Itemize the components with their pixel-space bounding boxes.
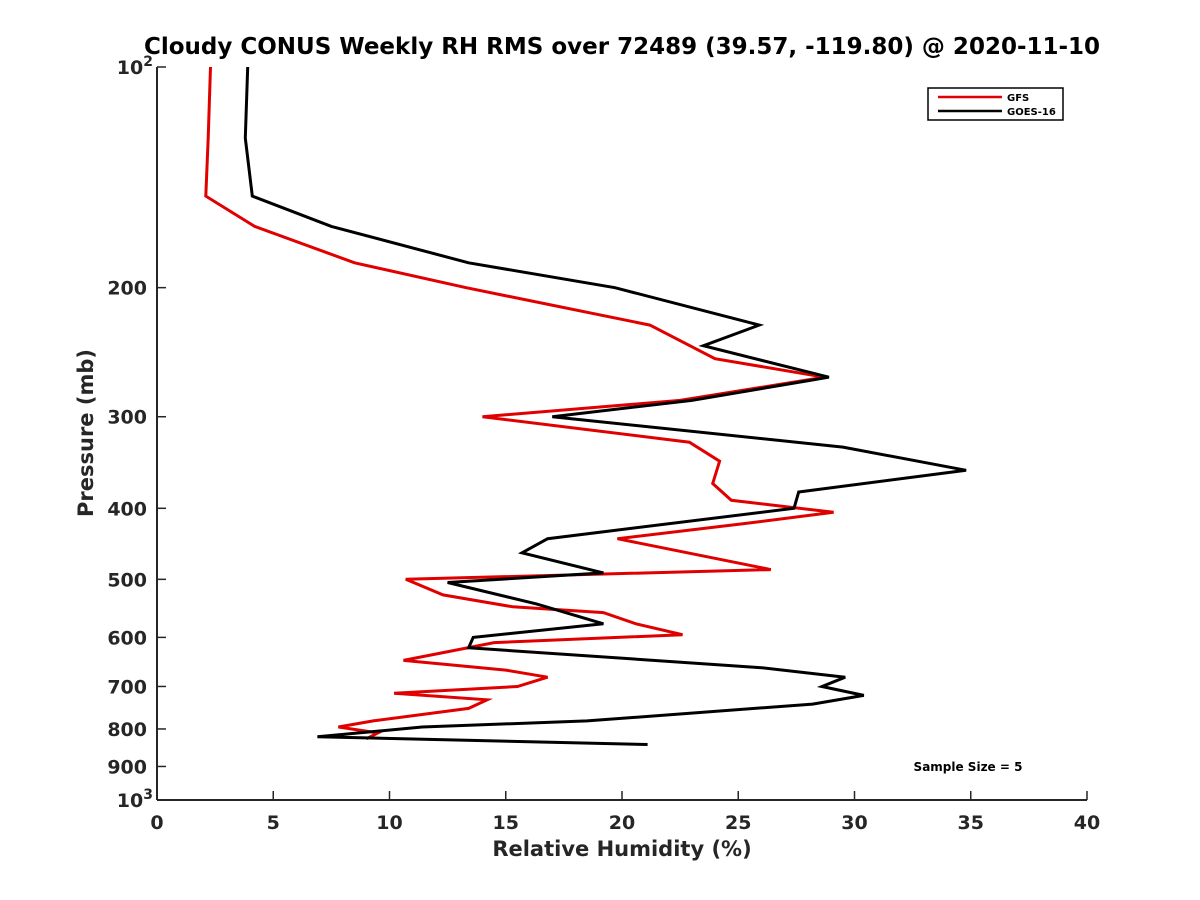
y-tick-label-900: 900 [107,756,147,778]
chart-title: Cloudy CONUS Weekly RH RMS over 72489 (3… [144,34,1100,60]
y-tick-label-200: 200 [107,278,147,300]
x-tick-group: 0 5 10 15 20 25 30 35 40 [150,791,1100,834]
y-tick-label-800: 800 [107,719,147,741]
y-tick-label-300: 300 [107,407,147,429]
legend-label-goes16: GOES-16 [1007,107,1056,118]
x-axis-label: Relative Humidity (%) [492,837,751,861]
x-tick-label-0: 0 [150,812,163,834]
x-tick-label-10: 10 [376,812,402,834]
y-tick-label-100: 102 [117,54,153,79]
y-axis-label: Pressure (mb) [74,349,98,517]
x-tick-label-35: 35 [958,812,984,834]
y-tick-label-1000: 103 [117,787,153,812]
legend: GFS GOES-16 [927,87,1064,121]
legend-box [927,87,1064,121]
x-tick-label-30: 30 [841,812,867,834]
x-tick-label-15: 15 [493,812,519,834]
series-line-goes16 [243,66,967,746]
x-tick-label-40: 40 [1074,812,1100,834]
y-tick-group: 102 200 300 400 500 600 700 800 900 103 [107,54,166,812]
legend-label-gfs: GFS [1007,93,1029,104]
y-tick-label-600: 600 [107,627,147,649]
x-tick-label-5: 5 [267,812,280,834]
y-tick-label-700: 700 [107,676,147,698]
y-tick-label-400: 400 [107,498,147,520]
x-tick-label-25: 25 [725,812,751,834]
x-tick-label-20: 20 [609,812,635,834]
sample-size-annotation: Sample Size = 5 [914,760,1023,774]
series-layer [204,66,967,746]
y-tick-label-500: 500 [107,569,147,591]
